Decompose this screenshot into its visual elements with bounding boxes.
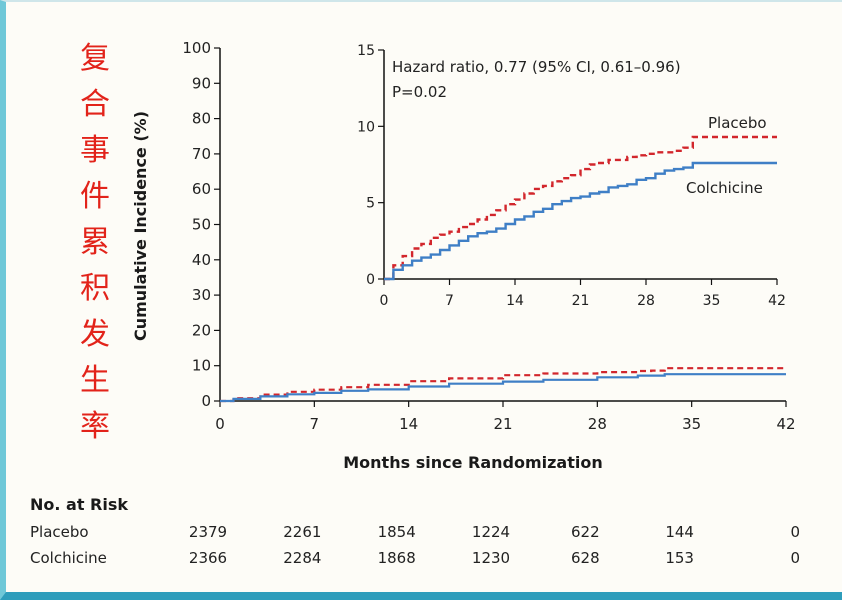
caption-char: 复 (80, 41, 110, 76)
caption-char: 合 (80, 87, 110, 122)
main-x-tick-label: 7 (310, 415, 320, 433)
risk-table-title: No. at Risk (30, 495, 128, 514)
main-series-colchicine (220, 373, 786, 403)
caption-char: 累 (80, 225, 110, 260)
risk-cell: 1224 (472, 523, 510, 541)
main-y-tick-label: 30 (192, 286, 211, 304)
risk-cell: 144 (665, 523, 694, 541)
caption-char: 件 (80, 179, 110, 214)
main-x-tick-label: 0 (215, 415, 225, 433)
main-y-tick-label: 90 (192, 74, 211, 92)
main-x-tick-label: 42 (776, 415, 795, 433)
main-y-tick-label: 0 (201, 392, 211, 410)
caption-char: 率 (80, 409, 110, 444)
inset-y-tick-label: 5 (366, 196, 375, 212)
risk-cell: 2379 (189, 523, 227, 541)
inset-series-placebo (384, 135, 777, 281)
main-x-tick-label: 28 (588, 415, 607, 433)
caption-char: 事 (80, 133, 110, 168)
inset-x-tick-label: 28 (637, 293, 655, 309)
caption-char: 生 (80, 363, 110, 398)
risk-cell: 622 (571, 523, 600, 541)
risk-cell: 2366 (189, 549, 227, 567)
main-x-tick-label: 14 (399, 415, 418, 433)
main-y-tick-label: 100 (182, 39, 211, 57)
risk-cell: 628 (571, 549, 600, 567)
main-chart: 0 7 14 21 28 35 420102030405060708090100Months… (131, 39, 796, 472)
risk-cell: 1854 (378, 523, 416, 541)
inset-y-tick-label: 15 (357, 43, 375, 59)
risk-cell: 0 (790, 549, 800, 567)
hazard-ratio-annotation: Hazard ratio, 0.77 (95% CI, 0.61–0.96) (392, 58, 681, 76)
main-y-tick-label: 80 (192, 110, 211, 128)
inset-y-tick-label: 10 (357, 119, 375, 135)
risk-cell: 2284 (283, 549, 321, 567)
inset-series-colchicine (384, 161, 777, 281)
risk-cell: 0 (790, 523, 800, 541)
p-value-annotation: P=0.02 (392, 83, 447, 101)
legend-colchicine-label: Colchicine (686, 179, 763, 197)
inset-x-tick-label: 42 (768, 293, 786, 309)
inset-x-tick-label: 35 (703, 293, 721, 309)
risk-cell: 153 (665, 549, 694, 567)
inset-x-tick-label: 21 (572, 293, 590, 309)
main-y-tick-label: 20 (192, 321, 211, 339)
inset-x-tick-label: 0 (380, 293, 389, 309)
main-y-tick-label: 60 (192, 180, 211, 198)
main-y-tick-label: 40 (192, 251, 211, 269)
legend-placebo-label: Placebo (708, 114, 767, 132)
main-x-tick-label: 21 (493, 415, 512, 433)
risk-cell: 1230 (472, 549, 510, 567)
caption-char: 发 (80, 317, 110, 352)
main-y-tick-label: 10 (192, 357, 211, 375)
inset-x-tick-label: 7 (445, 293, 454, 309)
main-y-tick-label: 70 (192, 145, 211, 163)
main-y-axis-title: Cumulative Incidence (%) (131, 111, 150, 341)
inset-chart: Hazard ratio, 0.77 (95% CI, 0.61–0.96) P… (357, 43, 786, 309)
main-series-placebo (220, 367, 786, 403)
caption-char: 积 (80, 271, 110, 306)
risk-row-label: Placebo (30, 523, 89, 541)
inset-y-tick-label: 0 (366, 272, 375, 288)
main-x-axis-title: Months since Randomization (343, 453, 602, 472)
risk-cell: 2261 (283, 523, 321, 541)
main-y-tick-label: 50 (192, 216, 211, 234)
chinese-caption: 复 合 事 件 累 积 发 生 率 (74, 36, 116, 450)
main-x-tick-label: 35 (682, 415, 701, 433)
risk-row-label: Colchicine (30, 549, 107, 567)
risk-cell: 1868 (378, 549, 416, 567)
inset-x-tick-label: 14 (506, 293, 524, 309)
risk-table: No. at Risk Placebo 2379 2261 1854 1224 622 14… (30, 495, 800, 567)
